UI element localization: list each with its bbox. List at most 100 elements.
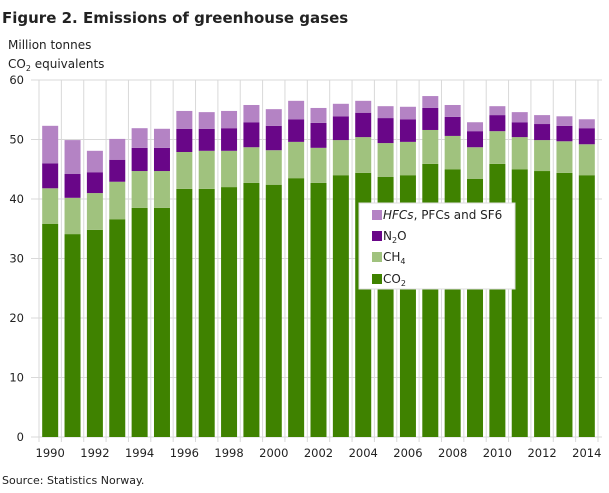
x-tick-label: 2012 — [527, 446, 556, 460]
bar-segment-n2o-1997 — [198, 128, 215, 151]
y-tick-label: 40 — [9, 192, 24, 206]
bar-segment-co2-1996 — [176, 188, 193, 437]
bar-segment-ch4-2005 — [377, 143, 394, 177]
bar-segment-ch4-2013 — [556, 141, 573, 173]
bar-segment-n2o-2006 — [399, 119, 416, 142]
bar-segment-n2o-1998 — [221, 128, 238, 151]
bar-segment-hfcs-pfcs-and-sf6-1990 — [42, 125, 59, 164]
x-tick-label: 2004 — [349, 446, 378, 460]
y-axis: 0 10 20 30 40 50 60 — [9, 73, 24, 444]
bar-segment-n2o-2012 — [534, 124, 551, 141]
bar-segment-co2-2001 — [288, 178, 305, 438]
x-tick-label: 2014 — [572, 446, 601, 460]
bar-segment-ch4-1995 — [153, 171, 170, 208]
bar-segment-ch4-2011 — [511, 137, 528, 170]
y-tick-label: 60 — [9, 73, 24, 87]
x-axis: 1990 1992 1994 1996 1998 2000 2002 2004 2006 2008… — [36, 446, 602, 460]
bar-segment-ch4-1993 — [109, 181, 126, 220]
bar-segment-ch4-2012 — [534, 140, 551, 172]
bar-segment-hfcs-pfcs-and-sf6-2009 — [467, 122, 484, 132]
bar-segment-hfcs-pfcs-and-sf6-2003 — [332, 103, 349, 117]
x-tick-label: 1994 — [125, 446, 154, 460]
bar-segment-n2o-1990 — [42, 163, 59, 189]
bar-segment-n2o-2009 — [467, 131, 484, 148]
legend-label-hfcs: HFCs, PFCs and SF6 — [383, 208, 502, 222]
bar-segment-hfcs-pfcs-and-sf6-1991 — [64, 140, 81, 175]
legend-label-ch4: CH4 — [383, 250, 406, 266]
bar-segment-co2-1991 — [64, 234, 81, 437]
bar-segment-hfcs-pfcs-and-sf6-2008 — [444, 104, 461, 117]
x-tick-label: 1990 — [36, 446, 65, 460]
bar-segment-ch4-1999 — [243, 147, 260, 183]
x-tick-label: 1998 — [214, 446, 243, 460]
bar-segment-n2o-1992 — [86, 172, 103, 194]
bar-segment-co2-2003 — [332, 175, 349, 437]
y-tick-label: 10 — [9, 371, 24, 385]
bar-segment-hfcs-pfcs-and-sf6-1995 — [153, 128, 170, 148]
bar-segment-ch4-2008 — [444, 135, 461, 170]
bar-segment-co2-1990 — [42, 223, 59, 437]
bar-segment-co2-2011 — [511, 169, 528, 437]
y-tick-label: 30 — [9, 252, 24, 266]
x-tick-label: 1992 — [80, 446, 109, 460]
bar-segment-co2-2002 — [310, 182, 327, 437]
bar-segment-n2o-1995 — [153, 147, 170, 172]
bar-segment-ch4-2004 — [355, 137, 372, 173]
x-tick-label: 2002 — [304, 446, 333, 460]
y-tick-label: 50 — [9, 133, 24, 147]
legend-swatch-hfcs — [372, 210, 382, 220]
bar-segment-co2-1994 — [131, 207, 148, 437]
bar-segment-ch4-1992 — [86, 193, 103, 230]
bar-segment-hfcs-pfcs-and-sf6-1999 — [243, 104, 260, 123]
bar-segment-n2o-1991 — [64, 174, 81, 198]
legend: HFCs, PFCs and SF6 N2O CH4 CO2 — [358, 202, 516, 290]
bar-segment-hfcs-pfcs-and-sf6-2012 — [534, 115, 551, 125]
y-axis-unit-line1: Million tonnes — [8, 38, 91, 52]
bar-segment-n2o-2008 — [444, 116, 461, 136]
bar-segment-ch4-1997 — [198, 150, 215, 189]
bar-segment-n2o-2007 — [422, 107, 439, 130]
bar-segment-co2-1995 — [153, 207, 170, 437]
bar-segment-co2-1997 — [198, 188, 215, 437]
bar-segment-ch4-2009 — [467, 147, 484, 179]
bar-segment-n2o-1993 — [109, 159, 126, 182]
bar-segment-n2o-1994 — [131, 147, 148, 172]
bar-segment-hfcs-pfcs-and-sf6-2011 — [511, 112, 528, 123]
bar-segment-ch4-1994 — [131, 171, 148, 208]
bar-segment-ch4-2014 — [578, 144, 595, 176]
bar-segment-hfcs-pfcs-and-sf6-2006 — [399, 106, 416, 120]
bar-segment-hfcs-pfcs-and-sf6-1997 — [198, 112, 215, 129]
bar-segment-hfcs-pfcs-and-sf6-2007 — [422, 96, 439, 108]
bar-segment-hfcs-pfcs-and-sf6-2010 — [489, 106, 506, 116]
bar-segment-co2-1992 — [86, 229, 103, 437]
bar-segment-hfcs-pfcs-and-sf6-1993 — [109, 138, 126, 160]
bar-segment-co2-2013 — [556, 172, 573, 437]
bar-segment-hfcs-pfcs-and-sf6-1996 — [176, 110, 193, 129]
bar-segment-ch4-2007 — [422, 129, 439, 164]
x-tick-label: 2010 — [483, 446, 512, 460]
bar-segment-n2o-2002 — [310, 122, 327, 148]
legend-label-co2: CO2 — [383, 272, 406, 288]
bar-segment-hfcs-pfcs-and-sf6-1992 — [86, 150, 103, 173]
bar-segment-hfcs-pfcs-and-sf6-2005 — [377, 106, 394, 119]
legend-label-n2o: N2O — [383, 229, 407, 245]
y-tick-label: 0 — [17, 430, 24, 444]
bar-segment-co2-1993 — [109, 219, 126, 437]
bar-segment-co2-2012 — [534, 171, 551, 437]
bar-segment-hfcs-pfcs-and-sf6-2002 — [310, 107, 327, 123]
bar-segment-ch4-2000 — [265, 150, 282, 185]
bar-segment-ch4-1991 — [64, 197, 81, 235]
bar-segment-n2o-2011 — [511, 122, 528, 138]
bar-segment-ch4-2002 — [310, 147, 327, 183]
bar-segment-co2-1999 — [243, 182, 260, 437]
bar-segment-hfcs-pfcs-and-sf6-2000 — [265, 109, 282, 126]
bar-segment-hfcs-pfcs-and-sf6-2013 — [556, 116, 573, 126]
x-tick-label: 2008 — [438, 446, 467, 460]
bar-segment-n2o-2000 — [265, 125, 282, 151]
bar-segment-ch4-2001 — [288, 141, 305, 179]
bar-segment-hfcs-pfcs-and-sf6-2014 — [578, 119, 595, 129]
bar-segment-n2o-2013 — [556, 125, 573, 142]
bar-segment-n2o-2010 — [489, 115, 506, 132]
legend-box — [358, 202, 516, 290]
